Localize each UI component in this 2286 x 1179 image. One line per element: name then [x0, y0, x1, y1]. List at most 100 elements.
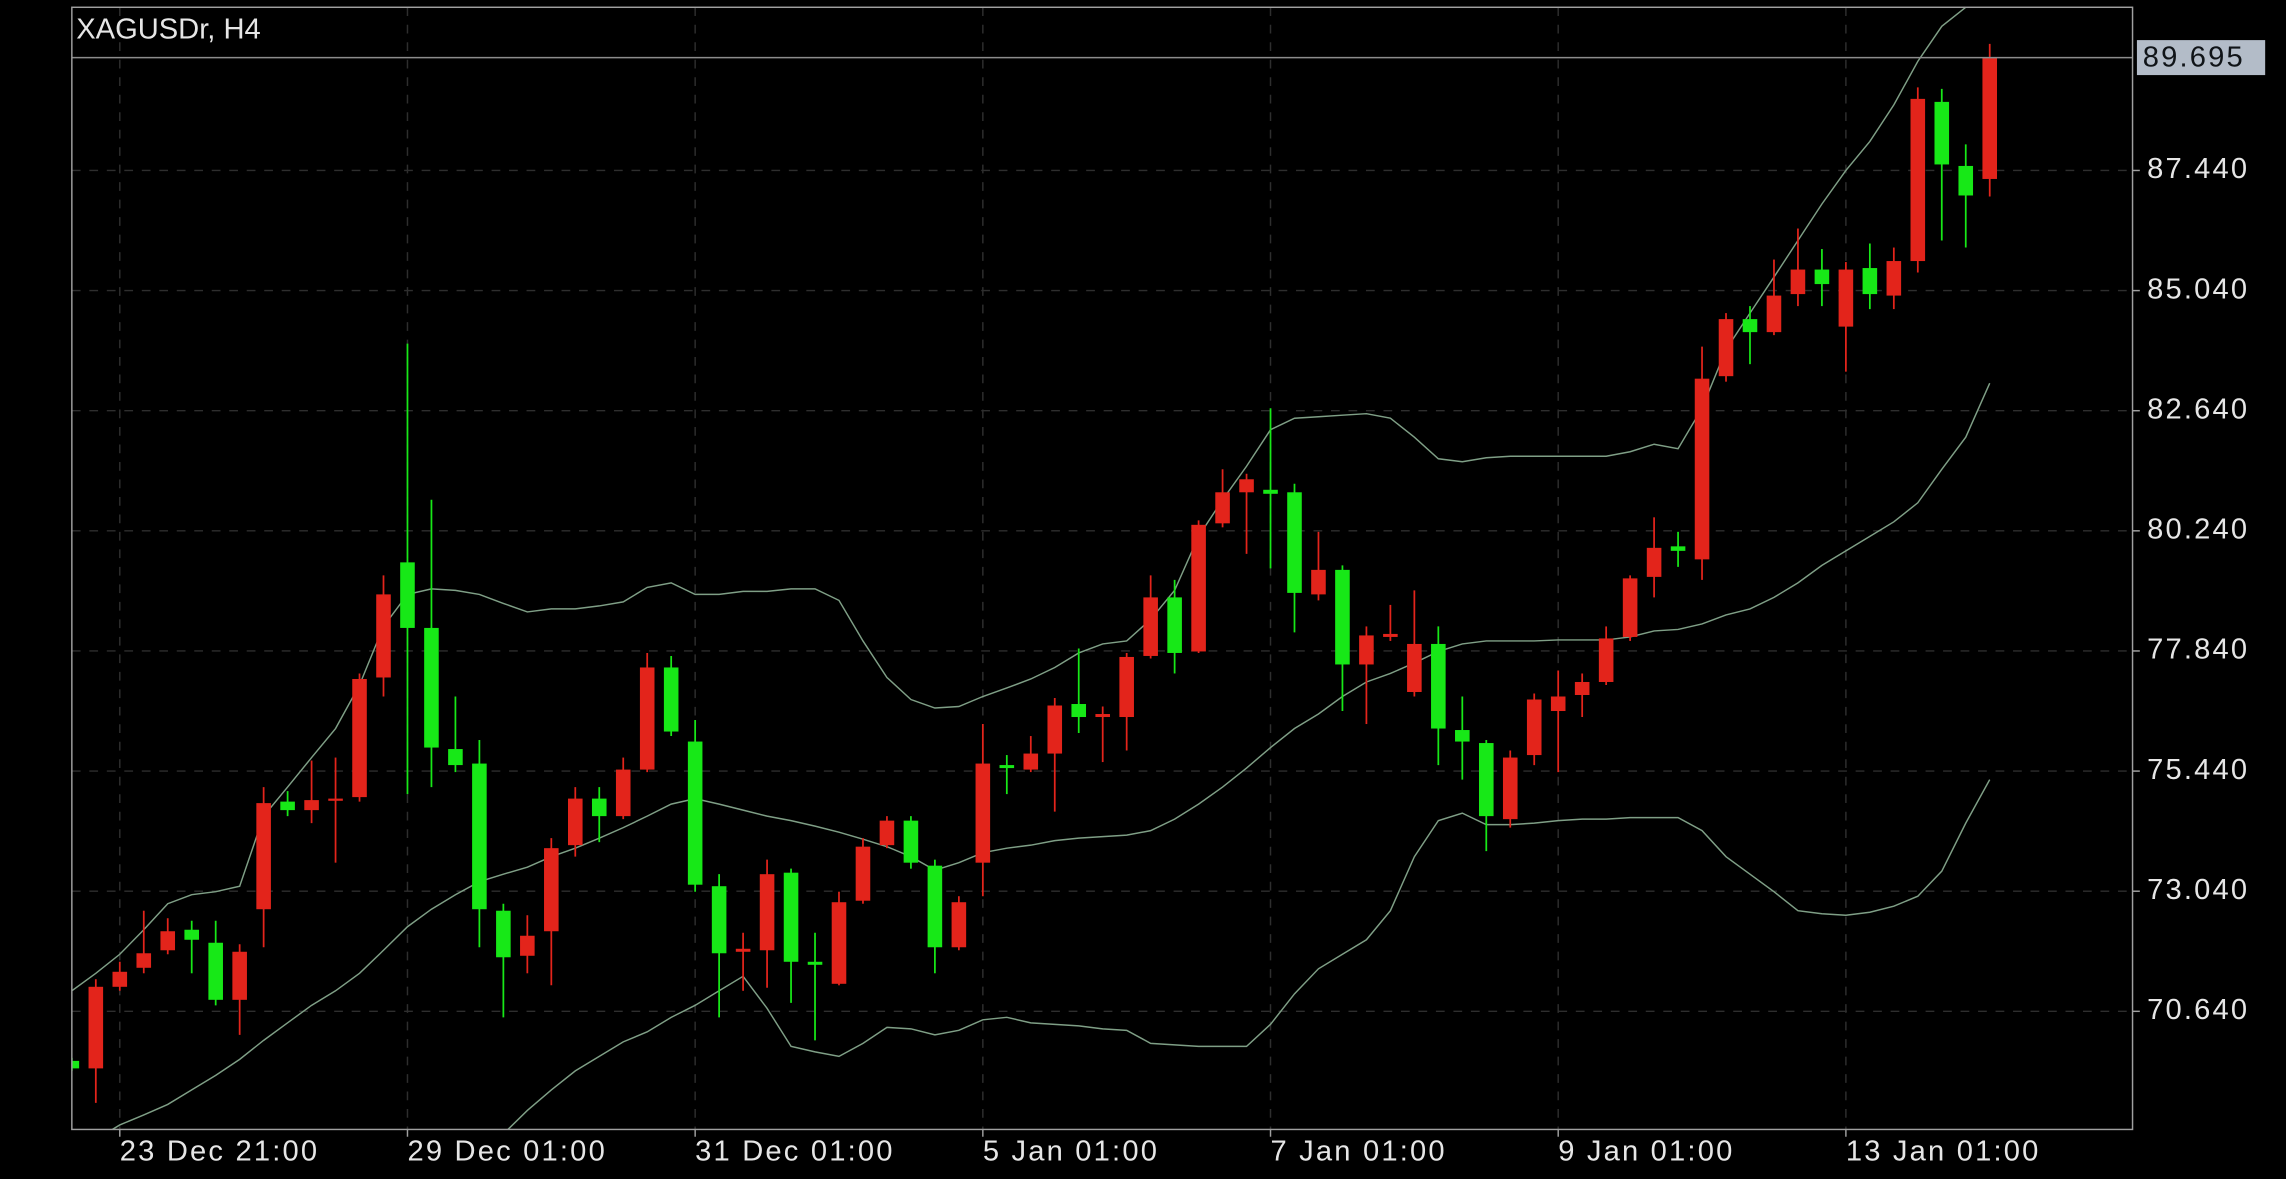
candle-body — [1838, 269, 1854, 327]
candle-body — [975, 763, 991, 863]
candle-body — [1119, 656, 1134, 718]
y-tick-label: 77.840 — [2147, 634, 2249, 666]
candle-body — [951, 902, 967, 948]
candle-body — [1574, 681, 1590, 695]
candle-body — [280, 801, 295, 811]
candle-body — [184, 929, 199, 940]
candle-body — [544, 848, 559, 932]
candle-body — [256, 803, 271, 910]
candle-body — [1431, 643, 1446, 729]
candle-body — [400, 562, 415, 628]
candle-body — [328, 798, 343, 801]
candle-body — [1934, 101, 1950, 165]
x-tick-label: 7 Jan 01:00 — [1271, 1135, 1447, 1167]
candle-body — [1167, 597, 1182, 653]
x-tick-label: 5 Jan 01:00 — [983, 1135, 1159, 1167]
candle-body — [735, 948, 751, 952]
candle-body — [1478, 743, 1494, 817]
x-tick-label: 9 Jan 01:00 — [1558, 1135, 1734, 1167]
candle-body — [1982, 57, 1998, 179]
candle-body — [1958, 165, 1974, 196]
candle-body — [1335, 569, 1350, 665]
candle-body — [1263, 489, 1278, 494]
candle-body — [232, 951, 247, 1000]
candle-body — [1862, 268, 1878, 295]
y-tick-label: 70.640 — [2147, 994, 2249, 1026]
candle-body — [1071, 704, 1087, 718]
last-price-label: 89.695 — [2143, 42, 2245, 74]
candle-body — [831, 902, 847, 984]
candle-body — [520, 935, 535, 956]
last-price-box — [2136, 40, 2266, 76]
candle-body — [304, 800, 319, 811]
candle-body — [1886, 261, 1902, 296]
candle-body — [424, 627, 439, 748]
y-tick-label: 75.440 — [2147, 754, 2249, 786]
candle-body — [711, 886, 727, 954]
candle-body — [1215, 492, 1230, 524]
candle-body — [879, 820, 895, 846]
chart-title: XAGUSDr, H4 — [76, 13, 261, 45]
candle-body — [88, 986, 104, 1069]
candle-body — [448, 749, 463, 766]
candle-body — [927, 865, 943, 948]
candle-body — [1814, 269, 1830, 285]
candle-body — [687, 741, 703, 885]
candle-body — [1191, 524, 1206, 652]
candle-body — [1502, 757, 1518, 820]
candle-body — [1047, 705, 1063, 754]
x-tick-label: 13 Jan 01:00 — [1846, 1135, 2041, 1167]
candle-body — [496, 910, 511, 958]
candle-body — [1143, 597, 1158, 656]
x-tick-label: 29 Dec 01:00 — [407, 1135, 607, 1167]
candle-body — [1550, 696, 1566, 712]
candle-body — [1239, 479, 1254, 493]
candle-body — [1766, 295, 1782, 333]
candle-body — [855, 846, 871, 901]
candle-body — [1790, 269, 1806, 295]
candle-body — [472, 763, 487, 910]
axes: 70.640 73.040 75.440 77.840 80.240 82.640 85.0… — [119, 40, 2266, 1167]
candle-body — [1095, 714, 1110, 718]
x-tick-label: 23 Dec 21:00 — [120, 1135, 319, 1167]
band-line — [110, 382, 1991, 1130]
candle-body — [1359, 635, 1374, 665]
candle-body — [903, 820, 919, 863]
x-tick-label: 31 Dec 01:00 — [695, 1135, 895, 1167]
candle-body — [352, 678, 367, 798]
candle-body — [112, 971, 128, 987]
candle-body — [376, 594, 391, 678]
candle-body — [1694, 378, 1710, 560]
candle-body — [208, 942, 223, 1000]
candle-body — [1670, 546, 1686, 551]
y-tick-label: 87.440 — [2147, 153, 2249, 185]
candle-body — [615, 769, 631, 817]
candle-body — [1023, 753, 1039, 770]
candle-body — [1718, 319, 1734, 377]
candle-body — [783, 872, 799, 962]
candle-body — [136, 953, 152, 968]
candle-body — [807, 961, 823, 965]
candle-body — [999, 765, 1015, 769]
candle-body — [1742, 319, 1758, 333]
candle-body — [639, 667, 655, 770]
candle-body — [663, 667, 679, 732]
candle-body — [1526, 699, 1542, 756]
candle-body — [71, 1060, 80, 1069]
plot-area — [71, 7, 2133, 1130]
candle-body — [591, 798, 607, 817]
candle-body — [1383, 633, 1398, 637]
candle-body — [1622, 578, 1638, 637]
y-tick-label: 80.240 — [2147, 514, 2249, 546]
candle-body — [1598, 638, 1614, 682]
candle-body — [160, 931, 176, 951]
candle-body — [568, 798, 583, 846]
y-tick-label: 73.040 — [2147, 874, 2249, 906]
band-line — [71, 7, 1967, 992]
candle-body — [1311, 569, 1326, 595]
candle-body — [1287, 492, 1302, 593]
y-tick-label: 85.040 — [2147, 273, 2249, 305]
